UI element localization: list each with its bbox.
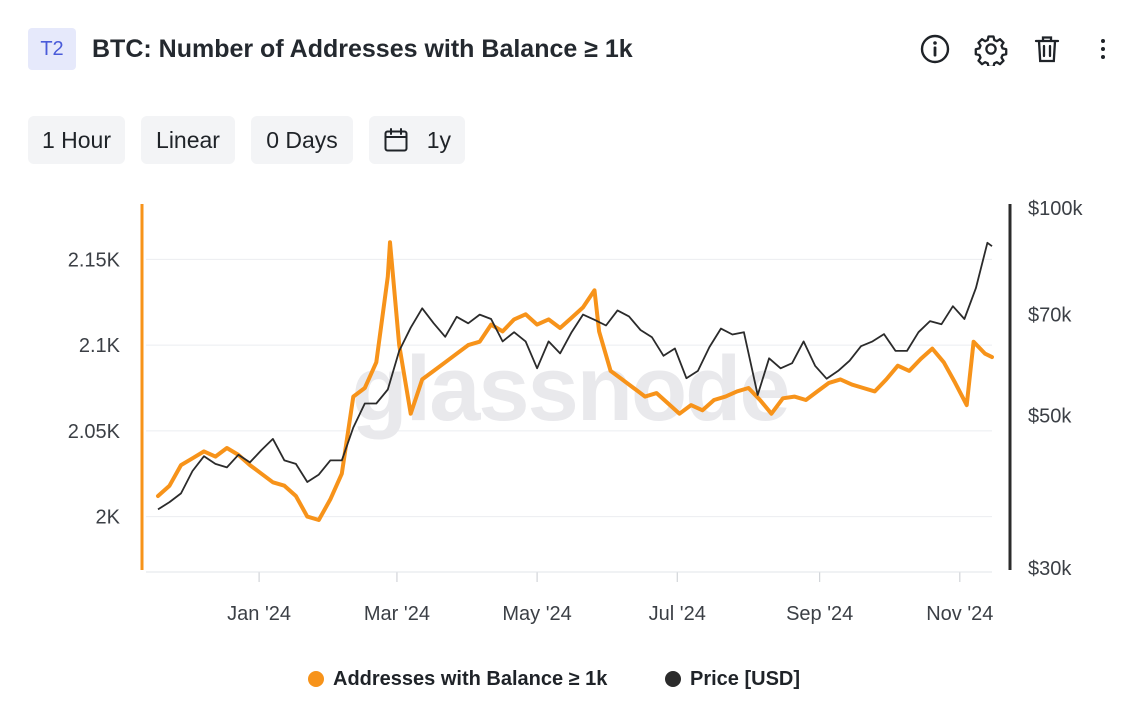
series-line-price xyxy=(157,241,993,511)
y-left-tick-label: 2K xyxy=(96,507,121,529)
chart-legend: Addresses with Balance ≥ 1k Price [USD] xyxy=(0,666,1138,692)
series-line-addresses xyxy=(156,240,994,522)
more-vertical-icon[interactable] xyxy=(1086,32,1120,66)
x-tick-label: Mar '24 xyxy=(364,603,430,625)
watermark: glassnode xyxy=(351,338,788,440)
y-right-tick-label: $50k xyxy=(1028,405,1072,427)
legend-label-addresses: Addresses with Balance ≥ 1k xyxy=(333,668,608,690)
info-icon[interactable] xyxy=(918,32,952,66)
chart-tag-badge: T2 xyxy=(28,28,76,70)
x-tick-label: Jul '24 xyxy=(649,603,706,625)
legend-dot-price xyxy=(665,671,681,687)
legend-label-price: Price [USD] xyxy=(690,668,801,690)
y-left-tick-label: 2.05K xyxy=(68,421,121,443)
y-right-tick-label: $30k xyxy=(1028,558,1072,580)
y-right-tick-label: $100k xyxy=(1028,198,1083,220)
y-left-tick-label: 2.1K xyxy=(79,335,121,357)
chart-header: T2 BTC: Number of Addresses with Balance… xyxy=(28,28,1118,70)
chart-title: BTC: Number of Addresses with Balance ≥ … xyxy=(92,35,633,63)
y-left-tick-label: 2.15K xyxy=(68,249,121,271)
x-tick-label: Jan '24 xyxy=(227,603,291,625)
calendar-icon xyxy=(384,128,408,152)
date-range-label: 1y xyxy=(426,127,451,153)
smoothing-button[interactable]: 0 Days xyxy=(251,116,353,164)
x-tick-label: Nov '24 xyxy=(926,603,993,625)
resolution-button[interactable]: 1 Hour xyxy=(28,116,125,164)
trash-icon[interactable] xyxy=(1030,32,1064,66)
legend-dot-addresses xyxy=(308,671,324,687)
y-right-tick-label: $70k xyxy=(1028,305,1072,327)
gear-icon[interactable] xyxy=(974,32,1008,66)
x-tick-label: Sep '24 xyxy=(786,603,853,625)
date-range-button[interactable]: 1y xyxy=(369,116,465,164)
x-tick-label: May '24 xyxy=(502,603,571,625)
scale-button[interactable]: Linear xyxy=(141,116,235,164)
